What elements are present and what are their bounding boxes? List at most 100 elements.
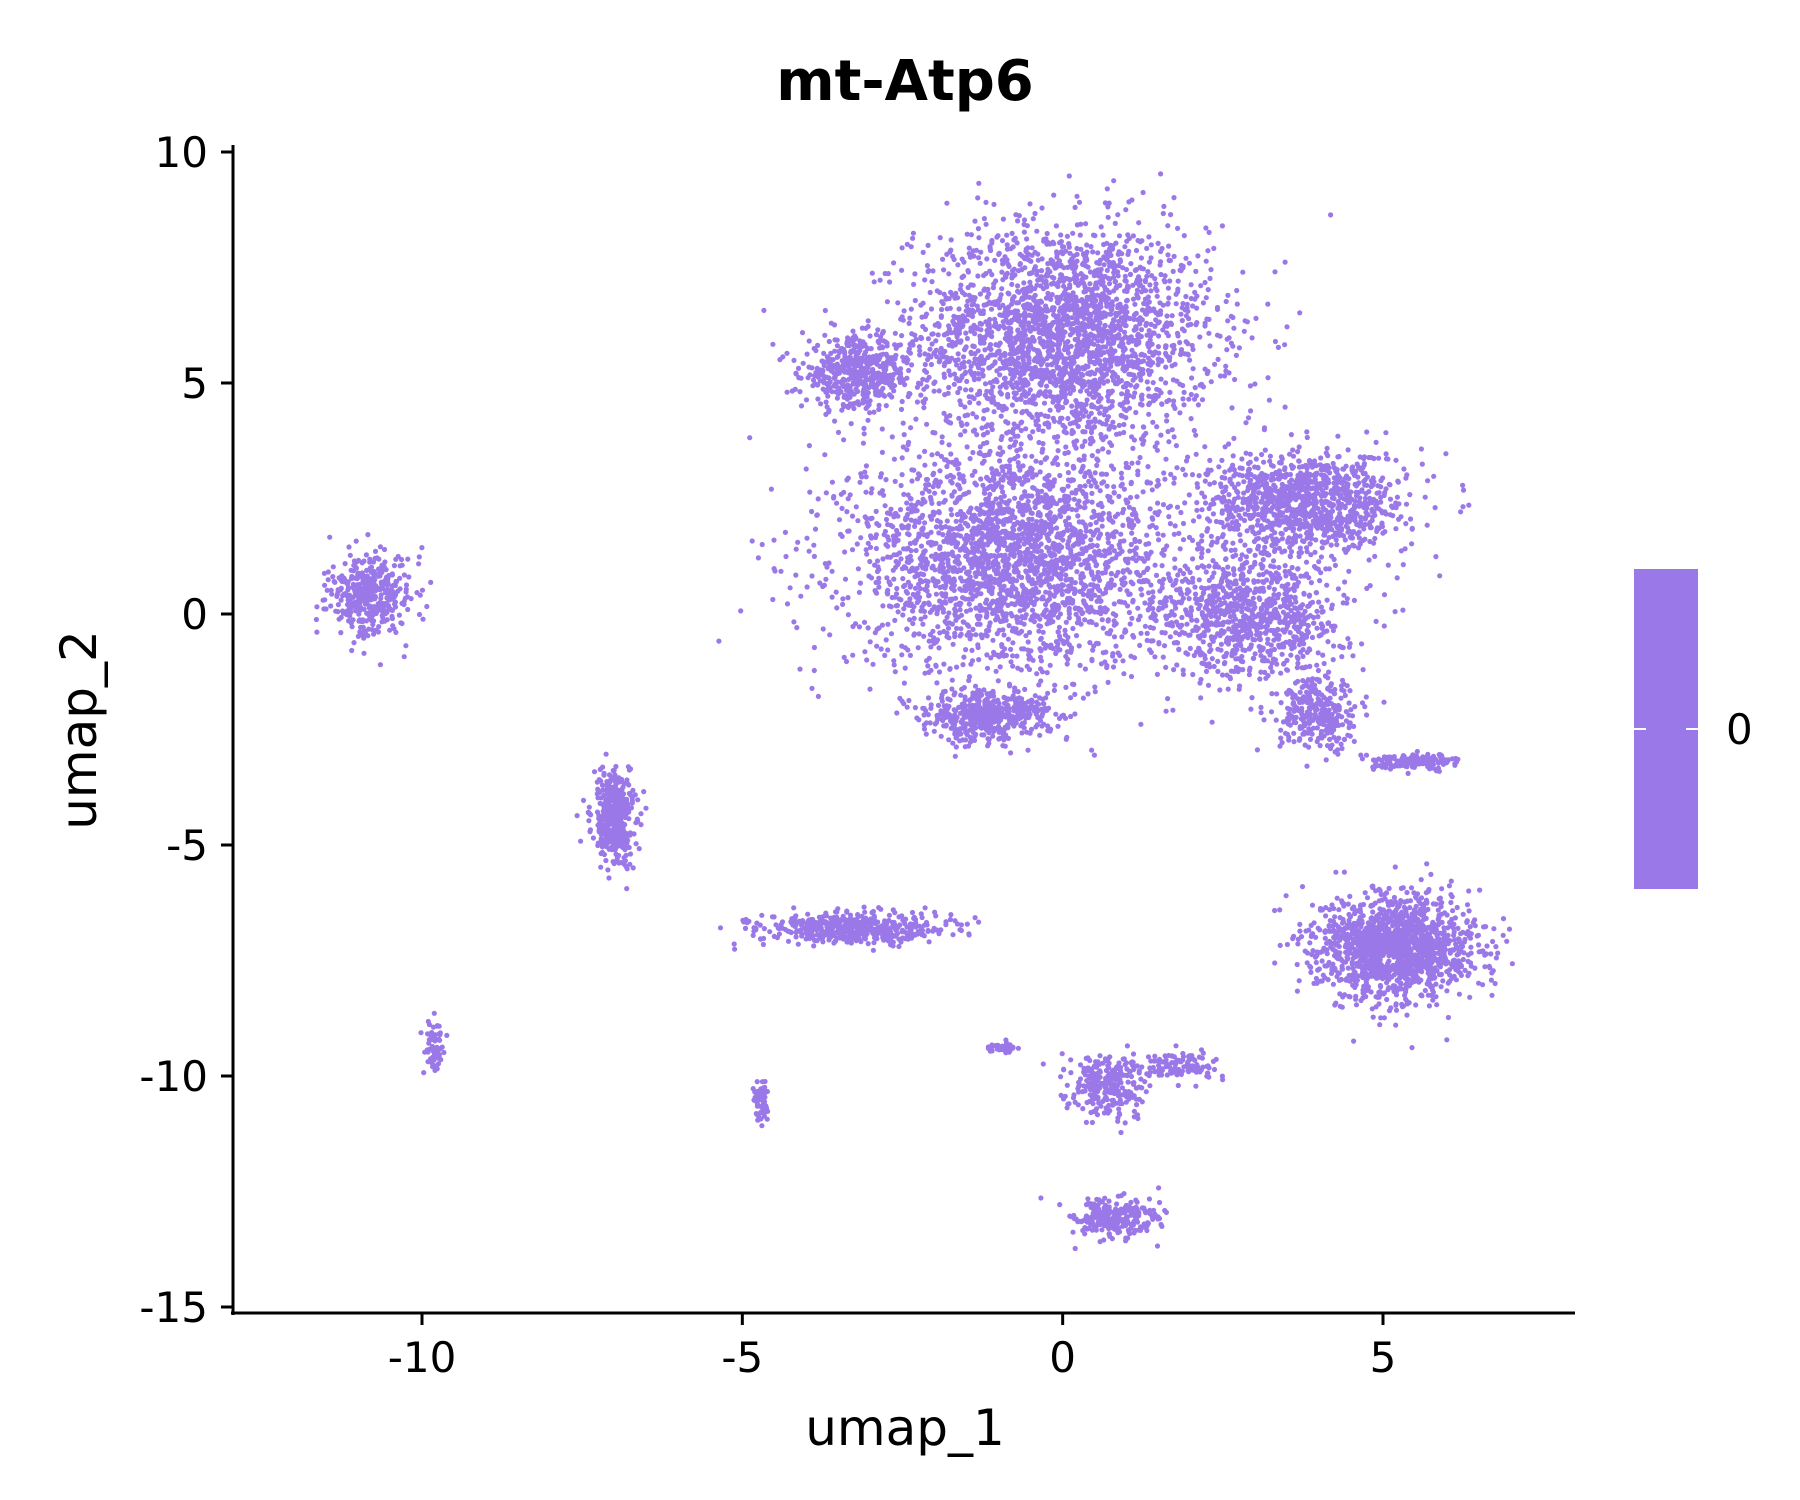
cell-point: [1110, 264, 1116, 270]
cell-point: [944, 200, 950, 206]
cell-point: [1182, 500, 1188, 506]
cell-point: [964, 335, 971, 342]
cell-point: [946, 326, 953, 332]
cell-point: [1147, 358, 1153, 364]
cell-point: [976, 365, 982, 371]
cell-point: [1202, 366, 1208, 372]
cell-point: [945, 390, 951, 396]
cell-point: [1045, 240, 1051, 246]
chart-title: mt-Atp6: [776, 49, 1034, 114]
cell-point: [1102, 406, 1108, 412]
cell-point: [803, 466, 809, 472]
cell-point: [1190, 303, 1196, 309]
cell-point: [1070, 463, 1076, 469]
cell-point: [1104, 417, 1110, 423]
cell-point: [955, 351, 961, 357]
cell-point: [968, 349, 974, 355]
cell-point: [949, 512, 955, 518]
cell-point: [1009, 281, 1015, 287]
cell-point: [1072, 691, 1078, 698]
cell-point: [1253, 315, 1259, 321]
cell-point: [1026, 322, 1032, 328]
cell-point: [944, 518, 950, 524]
cell-point: [970, 343, 976, 349]
cell-point: [1051, 280, 1057, 286]
cell-point: [1000, 359, 1006, 365]
cell-point: [1142, 600, 1148, 606]
cell-point: [1180, 301, 1186, 307]
cell-point: [1099, 523, 1105, 529]
cell-point: [1114, 381, 1120, 387]
cell-point: [879, 449, 886, 455]
cell-point: [977, 388, 983, 394]
cell-point: [946, 384, 952, 391]
cell-point: [906, 320, 912, 326]
cell-point: [1013, 358, 1019, 365]
cell-point: [768, 486, 775, 492]
cell-point: [1022, 489, 1028, 495]
cell-point: [1168, 212, 1174, 218]
cell-point: [959, 274, 965, 280]
cell-point: [924, 263, 931, 269]
cell-point: [994, 631, 1000, 637]
cell-point: [1113, 333, 1119, 339]
cell-point: [880, 385, 886, 391]
cell-point: [968, 387, 974, 393]
cell-point: [1027, 435, 1034, 441]
cell-point: [1102, 200, 1108, 206]
cell-point: [957, 385, 963, 391]
cell-point: [972, 325, 978, 331]
cell-point: [1043, 273, 1049, 279]
cell-point: [1009, 613, 1015, 619]
cell-point: [1095, 399, 1101, 405]
cell-point: [1080, 275, 1086, 282]
cell-point: [1010, 485, 1016, 491]
cell-point: [1100, 625, 1106, 631]
cell-point: [1163, 345, 1169, 351]
cell-point: [1137, 321, 1143, 327]
cell-point: [874, 643, 880, 649]
cell-point: [1127, 271, 1133, 277]
cell-point: [967, 456, 973, 462]
cell-point: [1152, 323, 1158, 329]
cell-point: [1005, 290, 1011, 296]
cell-point: [834, 343, 841, 349]
cell-point: [914, 565, 920, 572]
cell-point: [947, 372, 953, 378]
cell-point: [947, 666, 953, 672]
cell-point: [1021, 221, 1027, 228]
cell-point: [716, 638, 722, 644]
cell-point: [1022, 399, 1029, 405]
cell-point: [970, 428, 977, 434]
cell-point: [806, 364, 812, 370]
cell-point: [1111, 466, 1117, 472]
cell-point: [1012, 235, 1018, 241]
cell-point: [920, 376, 926, 382]
cell-point: [982, 381, 989, 387]
cell-point: [1188, 391, 1194, 398]
cell-point: [868, 575, 875, 581]
cell-point: [1144, 532, 1150, 538]
cell-point: [1146, 411, 1152, 417]
cell-point: [1074, 276, 1080, 282]
cell-point: [861, 425, 867, 431]
cell-point: [1202, 279, 1208, 286]
cell-point: [1025, 747, 1031, 753]
cell-point: [1051, 192, 1057, 198]
cell-point: [975, 195, 981, 201]
cell-point: [960, 313, 966, 319]
cell-point: [1062, 381, 1068, 387]
cell-point: [1012, 495, 1018, 501]
cell-point: [1236, 345, 1242, 351]
cell-point: [847, 401, 853, 407]
cell-point: [1214, 306, 1221, 312]
cell-point: [1141, 300, 1147, 307]
cell-point: [759, 541, 765, 548]
cell-point: [998, 413, 1004, 419]
cell-point: [1030, 429, 1036, 435]
cell-point: [1026, 312, 1032, 318]
cell-point: [1106, 340, 1112, 346]
cell-point: [941, 410, 947, 416]
cell-point: [1002, 375, 1008, 381]
